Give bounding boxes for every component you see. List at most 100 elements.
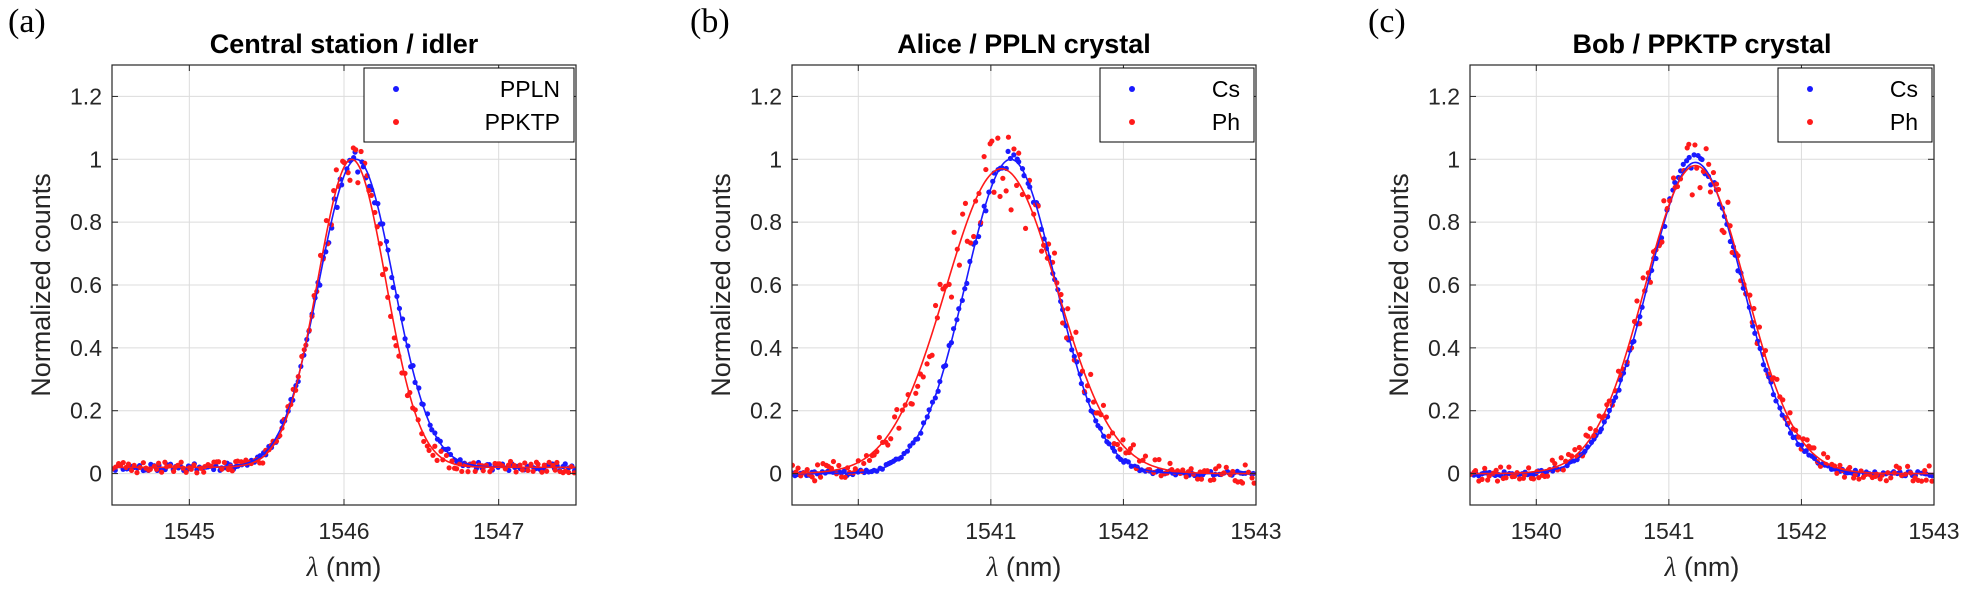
legend-marker-cs xyxy=(1129,86,1135,92)
data-point-ppktp xyxy=(432,443,438,449)
legend: Cs Ph xyxy=(1099,67,1255,143)
data-point-ph xyxy=(1485,477,1491,483)
data-point-ph xyxy=(1242,462,1248,468)
data-point-ph xyxy=(1579,453,1586,459)
data-point-ph xyxy=(1039,248,1045,254)
x-axis-label-symbol: λ xyxy=(306,552,319,582)
data-point-ph xyxy=(995,135,1001,141)
data-point-ppktp xyxy=(140,460,146,466)
y-tick-label: 1.2 xyxy=(70,83,102,109)
data-point-ph xyxy=(1837,462,1843,468)
y-axis-label: Normalized counts xyxy=(1384,173,1414,397)
legend-label: Cs xyxy=(1212,76,1240,102)
data-point-ph xyxy=(1511,473,1518,480)
data-point-ppktp xyxy=(215,459,222,465)
data-point-ppktp xyxy=(454,466,460,472)
data-point-ph xyxy=(1756,324,1763,330)
data-point-ppktp xyxy=(134,470,140,476)
x-axis-label-symbol: λ xyxy=(1664,552,1677,582)
data-point-ph xyxy=(1127,446,1134,452)
data-point-ph xyxy=(888,436,894,442)
data-point-ph xyxy=(1706,161,1712,167)
data-point-ph xyxy=(1239,480,1246,486)
data-point-ph xyxy=(1847,464,1853,471)
data-point-ppktp xyxy=(472,468,478,474)
legend-label: Ph xyxy=(1212,109,1240,135)
data-point-cs xyxy=(1011,152,1017,158)
y-tick-label: 0.2 xyxy=(1428,398,1460,424)
y-tick-label: 0.6 xyxy=(750,272,782,298)
data-point-ph xyxy=(1486,473,1492,479)
data-point-ph xyxy=(967,240,974,246)
chart-title: Central station / idler xyxy=(210,29,479,59)
y-tick-label: 0 xyxy=(769,461,782,487)
y-tick-label: 0.6 xyxy=(1428,272,1460,298)
data-point-ph xyxy=(876,434,882,441)
data-point-ph xyxy=(896,425,902,431)
data-point-ph xyxy=(1841,474,1848,480)
data-point-ph xyxy=(1689,192,1695,198)
data-point-ph xyxy=(817,474,824,480)
legend-marker-ph xyxy=(1807,119,1813,125)
data-point-ph xyxy=(1697,185,1703,191)
legend: PPLN PPKTP xyxy=(363,67,575,143)
data-point-ph xyxy=(828,465,835,471)
data-point-ph xyxy=(1183,474,1189,480)
x-tick-label: 1542 xyxy=(1098,518,1149,544)
data-point-ph xyxy=(1503,475,1509,481)
data-point-ph xyxy=(1060,320,1066,326)
data-point-ph xyxy=(1198,476,1205,482)
data-point-ppktp xyxy=(519,467,526,473)
data-point-ppktp xyxy=(156,460,162,466)
x-axis-label-unit: (nm) xyxy=(318,552,381,582)
data-point-ppktp xyxy=(507,458,514,465)
data-point-ph xyxy=(1223,464,1229,470)
data-point-ph xyxy=(1526,465,1532,471)
data-point-ph xyxy=(1659,239,1665,245)
data-point-ppktp xyxy=(120,460,126,466)
data-point-ph xyxy=(1670,175,1677,181)
data-point-ph xyxy=(1088,371,1094,377)
data-point-ph xyxy=(924,361,930,367)
y-axis-label: Normalized counts xyxy=(706,173,736,397)
data-point-ph xyxy=(1926,463,1932,469)
panel-letter: (a) xyxy=(8,3,46,40)
data-point-ppktp xyxy=(539,469,545,475)
y-tick-label: 0.4 xyxy=(750,335,782,361)
data-point-ph xyxy=(1587,425,1593,432)
data-point-cs xyxy=(1672,179,1678,186)
data-point-ph xyxy=(1479,476,1485,482)
legend-marker-ph xyxy=(1129,119,1135,125)
data-point-ph xyxy=(971,233,977,240)
y-tick-label: 0.6 xyxy=(70,272,102,298)
y-axis-label: Normalized counts xyxy=(26,173,56,397)
data-point-ph xyxy=(885,442,891,448)
data-point-ph xyxy=(1194,476,1201,482)
data-point-ph xyxy=(1544,473,1551,479)
data-point-ph xyxy=(920,374,926,380)
data-point-ppktp xyxy=(201,469,207,475)
fit-curve-ph xyxy=(792,167,1256,475)
x-axis-label-unit: (nm) xyxy=(998,552,1061,582)
data-point-ph xyxy=(1152,457,1158,463)
data-point-ppktp xyxy=(183,469,189,475)
chart-panel-3: (c) 1540 1541 1542 1543 0 0.2 0.4 0.6 0.8 1 1.2 Bob … xyxy=(1368,3,1960,582)
data-point-ppktp xyxy=(443,452,450,459)
legend-marker-cs xyxy=(1807,86,1813,92)
data-point-ppln xyxy=(562,461,568,467)
data-layer xyxy=(1470,141,1934,484)
data-point-ph xyxy=(1710,169,1717,176)
y-tick-label: 0 xyxy=(89,461,102,487)
data-point-ph xyxy=(915,383,921,389)
data-point-ph xyxy=(1497,464,1504,470)
data-point-ph xyxy=(861,460,867,467)
data-point-ppktp xyxy=(191,462,197,468)
data-point-ppktp xyxy=(345,170,351,176)
data-point-ph xyxy=(1063,335,1070,341)
data-point-cs xyxy=(1680,161,1686,167)
data-point-ph xyxy=(1120,437,1126,443)
data-point-ph xyxy=(1472,468,1479,474)
data-point-ph xyxy=(1834,470,1840,476)
y-tick-label: 0 xyxy=(1447,461,1460,487)
